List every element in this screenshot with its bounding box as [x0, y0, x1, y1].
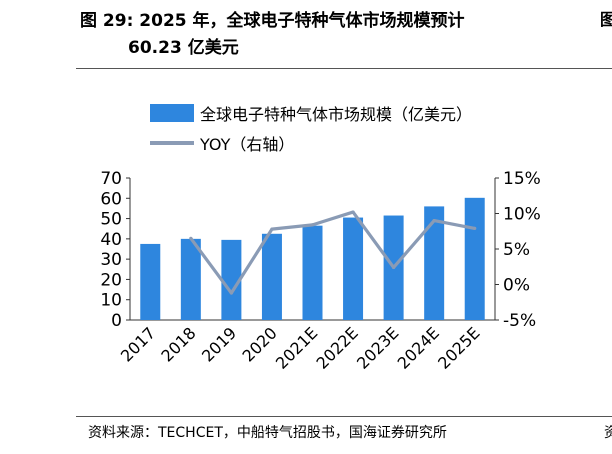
y-left-tick-label: 40 — [100, 230, 122, 250]
y-right-tick-label: 0% — [503, 276, 530, 296]
adjacent-figure-title-fragment: 图 — [600, 10, 612, 29]
figure-title-line2: 60.23 亿美元 — [128, 38, 239, 58]
figure-title-line1: 图 29: 2025 年，全球电子特种气体市场规模预计 — [80, 11, 465, 31]
legend-item-line: YOY（右轴） — [150, 128, 472, 158]
legend-label-bar: 全球电子特种气体市场规模（亿美元） — [200, 105, 473, 124]
y-right-tick-label: -5% — [503, 311, 536, 331]
bar — [261, 233, 282, 320]
x-tick-label: 2018 — [157, 323, 199, 365]
bar — [424, 206, 445, 320]
yoy-point — [310, 223, 315, 227]
yoy-point — [473, 226, 477, 231]
x-tick-label: 2017 — [117, 323, 159, 365]
legend-swatch-line — [150, 141, 194, 145]
y-right-tick-label: 15% — [503, 169, 541, 189]
x-tick-label: 2021E — [272, 323, 321, 372]
x-tick-label: 2025E — [434, 323, 483, 372]
source-note: 资料来源：TECHCET，中船特气招股书，国海证券研究所 — [88, 425, 447, 441]
yoy-line — [189, 210, 476, 295]
y-left-tick-label: 70 — [100, 169, 122, 189]
bar — [140, 243, 161, 320]
y-left-tick-label: 60 — [100, 189, 122, 209]
bar — [343, 217, 364, 320]
yoy-point — [229, 291, 233, 295]
bar — [180, 238, 201, 320]
bottom-rule — [76, 416, 612, 417]
y-left-tick-label: 0 — [111, 311, 122, 331]
yoy-point — [351, 210, 355, 214]
y-left-tick-label: 30 — [100, 250, 122, 270]
y-right-tick-label: 5% — [503, 240, 530, 260]
adjacent-source-fragment: 资 — [604, 425, 612, 441]
legend-swatch-bar — [150, 104, 194, 122]
x-tick-label: 2024E — [394, 323, 443, 372]
y-left-tick-label: 20 — [100, 270, 122, 290]
x-tick-label: 2023E — [353, 323, 402, 372]
yoy-point — [432, 219, 436, 223]
bar — [302, 225, 323, 320]
yoy-point — [270, 227, 274, 231]
chart-legend: 全球电子特种气体市场规模（亿美元） YOY（右轴） — [150, 98, 472, 158]
x-tick-label: 2022E — [313, 323, 362, 372]
y-left-tick-label: 10 — [100, 291, 122, 311]
y-right-tick-label: 10% — [503, 205, 541, 225]
legend-label-line: YOY（右轴） — [200, 135, 295, 154]
bar — [464, 197, 485, 320]
x-tick-label: 2019 — [198, 323, 240, 365]
bar — [221, 239, 242, 320]
figure-title: 图 29: 2025 年，全球电子特种气体市场规模预计 60.23 亿美元 — [80, 8, 580, 62]
yoy-point — [189, 236, 193, 240]
y-left-tick-label: 50 — [100, 210, 122, 230]
legend-item-bar: 全球电子特种气体市场规模（亿美元） — [150, 98, 472, 128]
yoy-point — [392, 265, 396, 270]
top-rule — [76, 68, 612, 69]
